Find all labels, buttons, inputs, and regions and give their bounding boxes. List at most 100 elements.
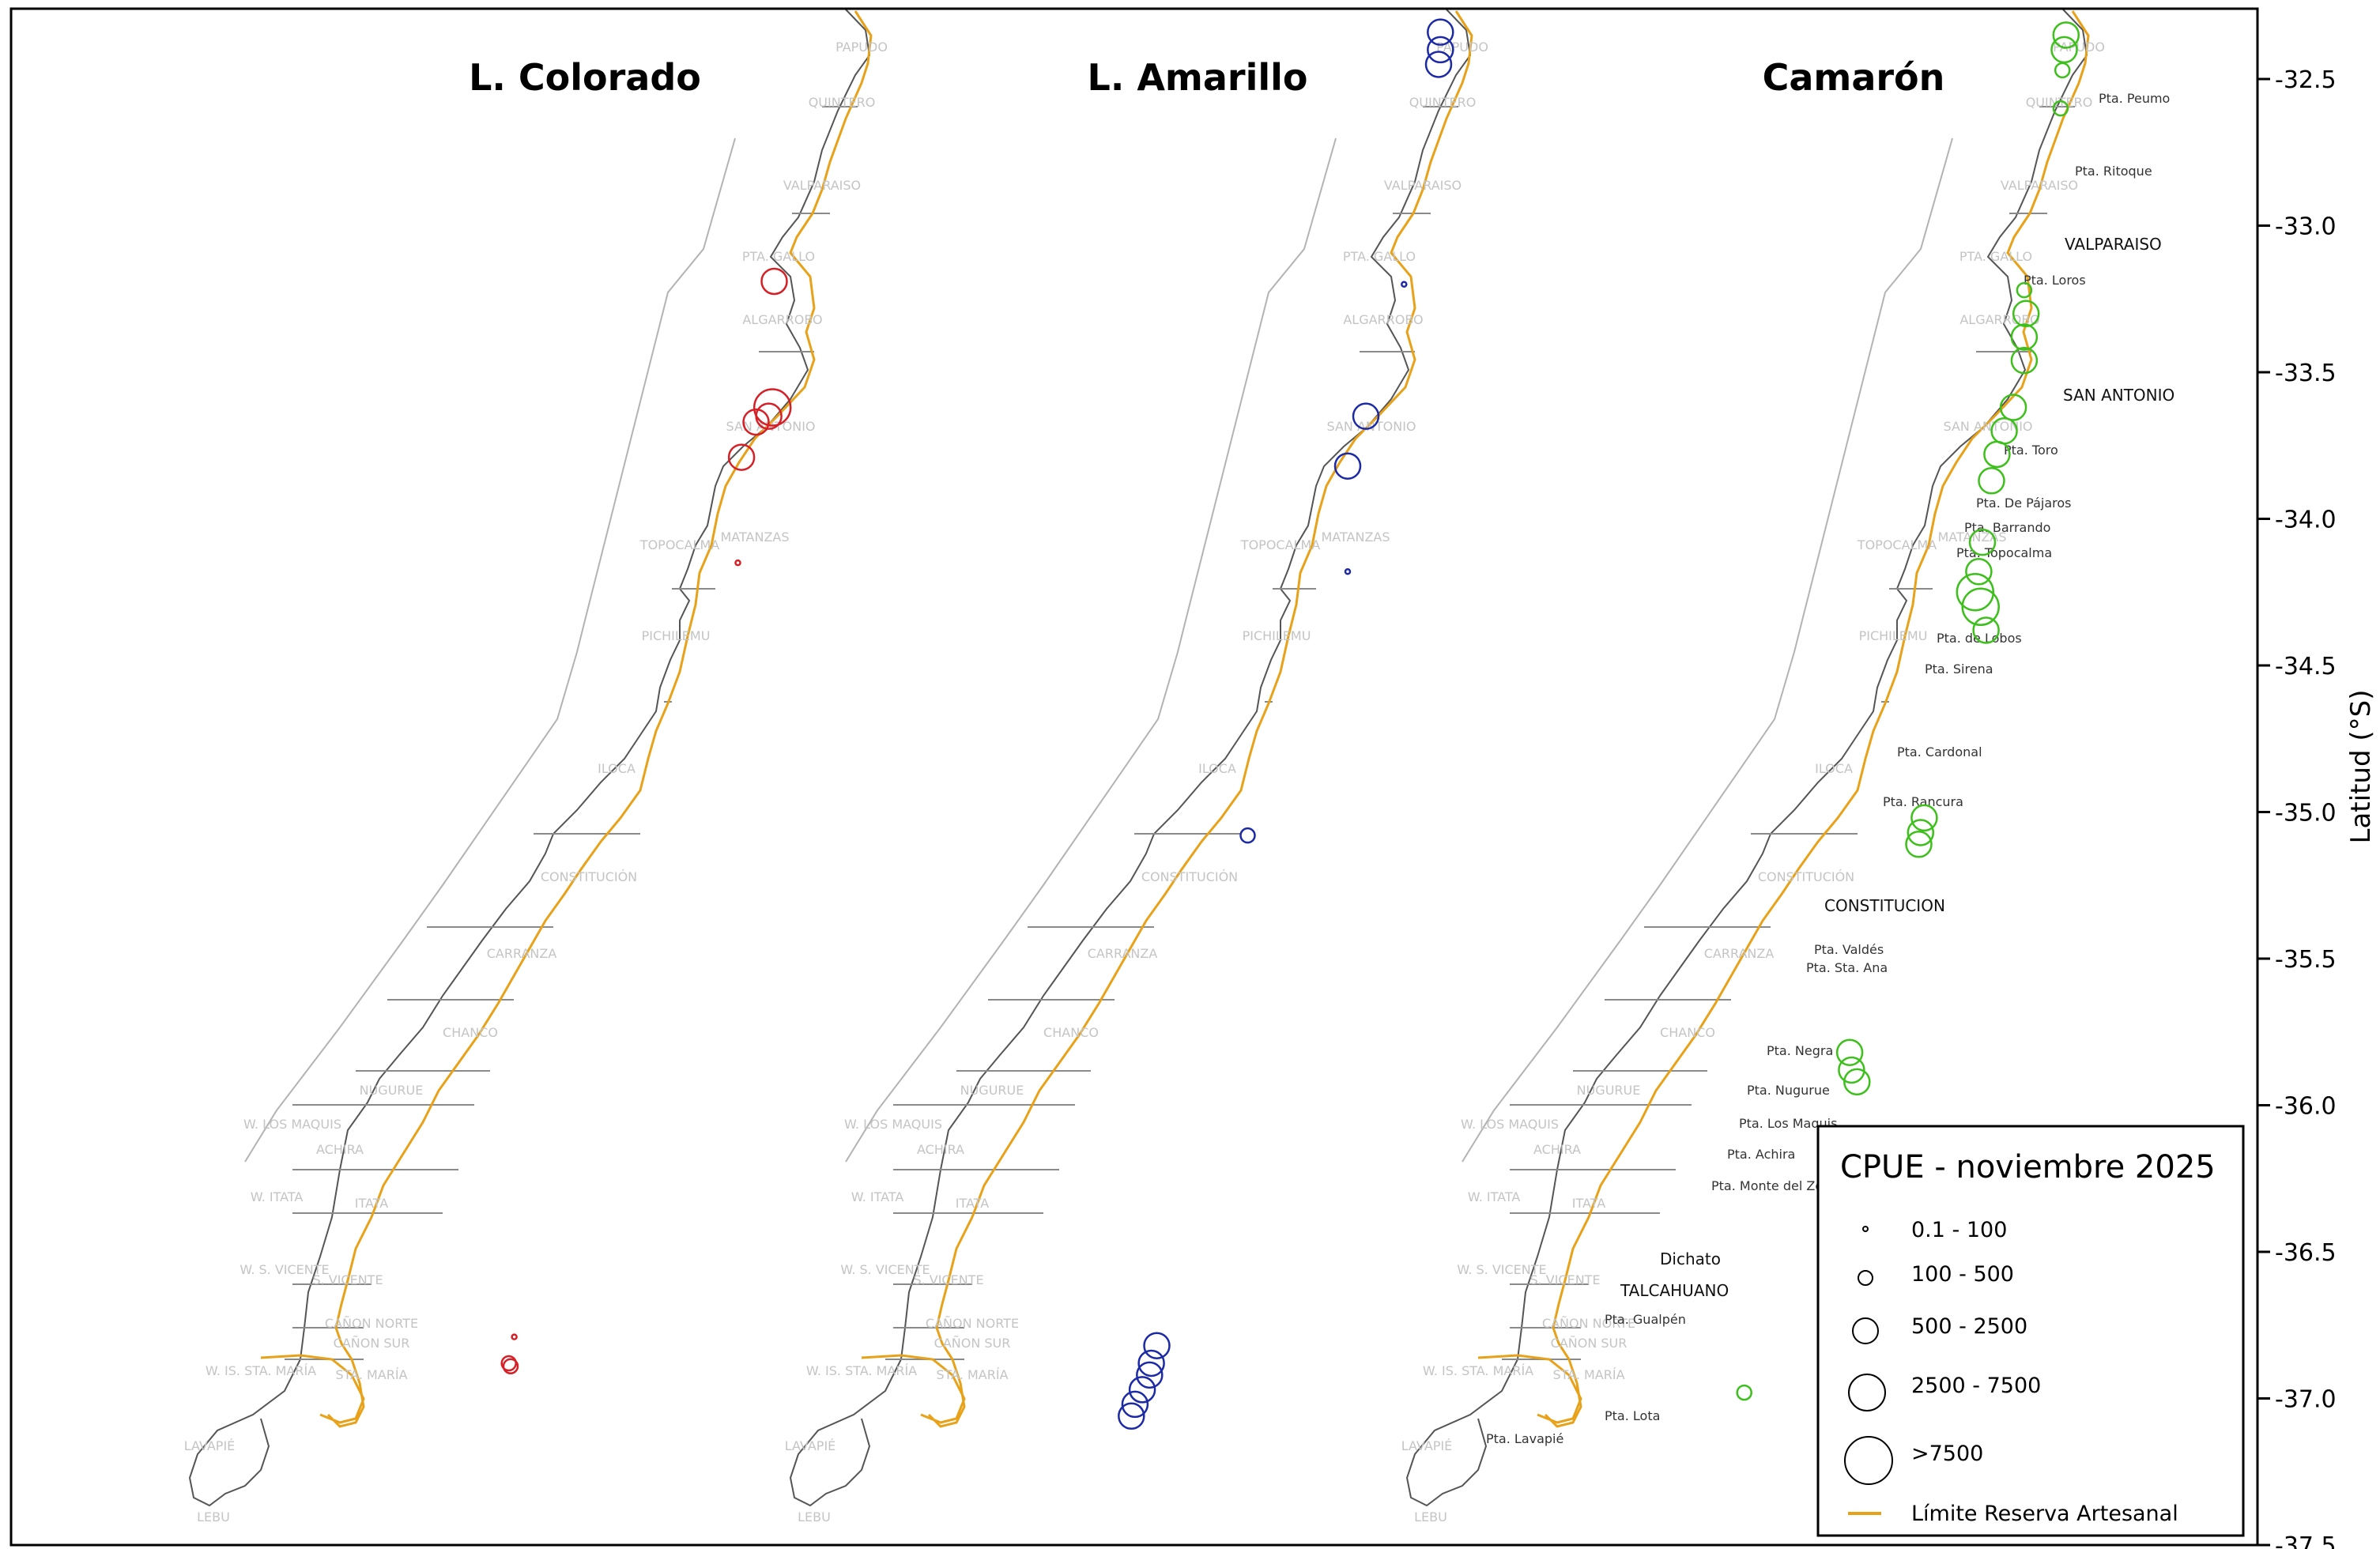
catch-bubble <box>1978 467 2005 495</box>
legend-symbol-class-5 <box>1844 1436 1893 1485</box>
zone-label: VALPARAISO <box>2001 178 2078 193</box>
city-label: TALCAHUANO <box>1620 1281 1729 1300</box>
latitude-tick-label: -32.5 <box>2275 66 2337 94</box>
zone-label: S. VICENTE <box>1529 1272 1600 1287</box>
zone-label: CARRANZA <box>1088 946 1158 961</box>
legend-line-label: Límite Reserva Artesanal <box>1911 1502 2178 1526</box>
catch-bubble <box>1344 568 1352 575</box>
zone-label: CARRANZA <box>487 946 557 961</box>
catch-bubble <box>2012 300 2040 328</box>
zone-label: STA. MARÍA <box>335 1367 407 1382</box>
zone-label: LAVAPIÉ <box>1401 1438 1453 1453</box>
zone-label: ITATA <box>355 1196 388 1211</box>
zone-label: CAÑON NORTE <box>1542 1316 1635 1331</box>
catch-bubble <box>1401 281 1408 288</box>
latitude-tick-label: -37.0 <box>2275 1386 2337 1414</box>
latitude-tick-label: -33.5 <box>2275 360 2337 387</box>
catch-bubble <box>1736 1384 1752 1401</box>
zone-label: CONSTITUCIÓN <box>1758 869 1854 884</box>
legend-symbol-class-3 <box>1852 1317 1879 1344</box>
catch-bubble <box>1965 558 1993 586</box>
zone-boundary <box>845 138 1337 1163</box>
panel-title-camaron: Camarón <box>1763 56 1945 99</box>
zone-label: S. VICENTE <box>913 1272 983 1287</box>
catch-bubble <box>742 408 770 436</box>
latitude-tick-label: -33.0 <box>2275 213 2337 241</box>
zone-label: CAÑON SUR <box>334 1336 410 1351</box>
catch-bubble <box>1835 1038 1864 1066</box>
catch-bubble <box>502 1358 519 1374</box>
zone-label: CAÑON SUR <box>1551 1336 1628 1351</box>
zone-boundary <box>244 138 736 1163</box>
place-label: Pta. Valdés <box>1814 942 1884 957</box>
legend-title: CPUE - noviembre 2025 <box>1840 1149 2216 1185</box>
catch-bubble <box>1961 587 2000 627</box>
artisanal-reserve-line <box>326 10 873 1428</box>
catch-bubble <box>734 559 741 567</box>
zone-label: ILOCA <box>598 761 636 776</box>
zone-label: W. ITATA <box>251 1189 304 1204</box>
zone-label: CHANCO <box>1043 1025 1099 1040</box>
zone-label: VALPARAISO <box>783 178 861 193</box>
city-label: CONSTITUCION <box>1824 896 1945 915</box>
latitude-tick-label: -37.5 <box>2275 1532 2337 1549</box>
catch-bubble <box>511 1333 518 1340</box>
zone-label: ACHIRA <box>316 1142 364 1157</box>
catch-bubble <box>1999 394 2027 421</box>
latitude-tick-label: -36.5 <box>2275 1239 2337 1267</box>
coastline <box>1405 9 2088 1507</box>
catch-bubble <box>1427 36 1454 64</box>
zone-label: W. LOS MAQUIS <box>243 1117 341 1132</box>
legend-label-class-2: 100 - 500 <box>1911 1262 2014 1287</box>
catch-bubble <box>1838 1056 1865 1084</box>
zone-label: SAN ANTONIO <box>1943 419 2032 434</box>
zone-label: CHANCO <box>443 1025 498 1040</box>
catch-bubble <box>1137 1349 1165 1378</box>
place-label: Pta. Achira <box>1727 1147 1795 1162</box>
city-label: SAN ANTONIO <box>2063 386 2174 405</box>
zone-boundary <box>1462 138 1953 1163</box>
latitude-axis: -32.5 -33.0 -33.5 -34.0 -34.5 -35.0 -35.5 -36.0… <box>2257 66 2337 1549</box>
place-label: Pta. Gualpén <box>1605 1312 1686 1327</box>
catch-bubble <box>1972 616 2000 644</box>
zone-label: ACHIRA <box>1533 1142 1581 1157</box>
zone-label: NUGURUE <box>1577 1083 1641 1098</box>
zone-label: ACHIRA <box>917 1142 964 1157</box>
zone-label: LEBU <box>197 1509 230 1525</box>
catch-bubble <box>2052 100 2069 117</box>
latitude-tick-label: -34.0 <box>2275 507 2337 534</box>
artisanal-reserve-line <box>861 1354 966 1424</box>
place-label: Pta. Barrando <box>1964 520 2050 535</box>
place-label: Pta. de Lobos <box>1937 631 2022 646</box>
zone-label: LAVAPIÉ <box>785 1438 836 1453</box>
artisanal-reserve-line <box>1477 1354 1582 1424</box>
zone-label: W. IS. STA. MARÍA <box>806 1363 917 1378</box>
catch-bubble <box>1352 402 1380 430</box>
catch-bubble <box>1905 831 1933 858</box>
map-frame <box>9 7 2259 1547</box>
place-label: Pta. Lota <box>1605 1408 1660 1423</box>
catch-bubble <box>1143 1332 1171 1359</box>
zone-label: CAÑON NORTE <box>325 1316 418 1331</box>
zone-label: CONSTITUCIÓN <box>1141 869 1238 884</box>
zone-label: PICHILEMU <box>1859 628 1928 643</box>
latitude-tick-label: -35.0 <box>2275 800 2337 827</box>
zone-label: NUGURUE <box>360 1083 424 1098</box>
zone-label: ILOCA <box>1815 761 1853 776</box>
zone-label: PAPUDO <box>1436 40 1488 55</box>
catch-bubble <box>755 402 783 430</box>
zone-label: PTA. GALLO <box>1959 249 2032 264</box>
place-label: Pta. Cardonal <box>1897 744 1982 759</box>
catch-bubble <box>1910 804 1938 832</box>
zone-label: W. IS. STA. MARÍA <box>206 1363 316 1378</box>
catch-bubble <box>727 443 756 471</box>
legend-label-class-4: 2500 - 7500 <box>1911 1374 2041 1398</box>
place-label: Pta. De Pájaros <box>1976 496 2071 511</box>
zone-label: S. VICENTE <box>312 1272 383 1287</box>
zone-label: CONSTITUCIÓN <box>541 869 637 884</box>
zone-label: ALGARROBO <box>1959 312 2039 327</box>
zone-label: CAÑON NORTE <box>926 1316 1019 1331</box>
place-label: Pta. Sirena <box>1925 661 1993 677</box>
catch-bubble <box>1136 1361 1164 1389</box>
coastline <box>188 9 871 1507</box>
